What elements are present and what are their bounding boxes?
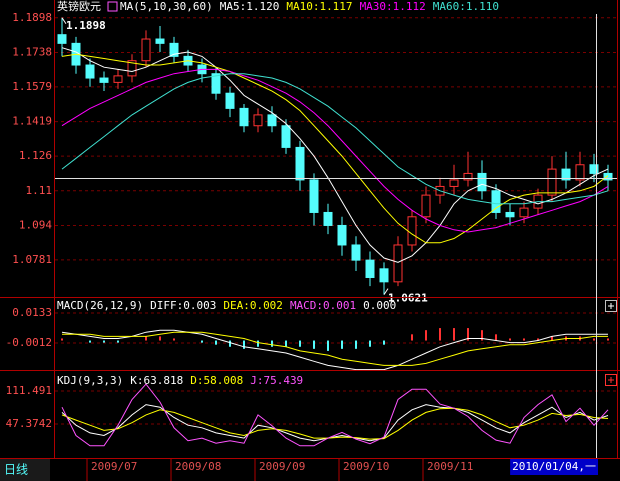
annotation-arrow (61, 17, 67, 25)
candle-body (379, 268, 389, 283)
candle-body (85, 64, 95, 79)
annotation: 1.0621 (388, 292, 428, 305)
candle-body (393, 244, 403, 283)
y-tick-label: 111.491 (6, 384, 52, 397)
candle-body (477, 172, 487, 192)
legend-entry: MA30:1.112 (360, 0, 426, 13)
candle-body (127, 60, 137, 77)
y-tick-label: 1.1579 (12, 80, 52, 93)
candle-body (561, 168, 571, 181)
candle-body (225, 92, 235, 109)
indicator-line (61, 53, 609, 244)
legend-entry: MACD(26,12,9) (57, 299, 143, 312)
period-tab-bg[interactable] (0, 459, 50, 481)
candle-body (281, 125, 291, 148)
candle-body (407, 216, 417, 246)
candle-body (575, 164, 585, 181)
legend-entry: MA5:1.120 (220, 0, 280, 13)
y-tick-label: 1.1419 (12, 115, 52, 128)
candle-body (589, 164, 599, 174)
legend-entry: 英镑欧元 (57, 0, 101, 13)
legend-entry: DIFF:0.003 (150, 299, 216, 312)
y-tick-label: 1.094 (19, 218, 52, 231)
y-tick-label: 1.1898 (12, 11, 52, 24)
y-tick-label: -0.0012 (6, 336, 52, 349)
plot-layer: 1.1898 1.1738 1.1579 1.1419 1.126 1.11 1.094 1.… (6, 0, 617, 481)
indicator-line (61, 329, 608, 371)
legend-entry: MA60:1.110 (433, 0, 499, 13)
annotation: 1.1898 (66, 19, 106, 32)
period-tab[interactable]: 日线 (4, 463, 28, 477)
legend-entry: D:58.008 (190, 374, 243, 387)
legend-entry: MA10:1.117 (286, 0, 352, 13)
x-tick-label: 2009/07 (91, 460, 137, 473)
y-tick-label: 47.3742 (6, 417, 52, 430)
indicator-line (62, 331, 608, 366)
y-tick-label: 1.126 (19, 149, 52, 162)
legend-entry: J:75.439 (250, 374, 303, 387)
legend-entry: MACD:0.001 (290, 299, 356, 312)
x-tick-label: 2009/08 (175, 460, 221, 473)
cursor-date-bg (510, 459, 598, 475)
candle-body (99, 77, 109, 83)
indicator-line (61, 407, 609, 440)
legend-entry: K:63.818 (130, 374, 183, 387)
y-tick-label: 1.1738 (12, 45, 52, 58)
candle-body (141, 38, 151, 62)
candle-body (267, 114, 277, 127)
y-tick-label: 1.0781 (12, 253, 52, 266)
candle-body (239, 107, 249, 127)
expand-button[interactable] (605, 300, 617, 312)
candle-body (155, 38, 165, 44)
candle-body (211, 73, 221, 94)
legend-icon (107, 1, 118, 12)
indicator-line (61, 383, 609, 447)
candle-body (295, 146, 305, 181)
candle-body (505, 211, 515, 218)
candle-body (253, 114, 263, 127)
candle-body (57, 34, 67, 44)
indicator-line (61, 404, 609, 442)
x-tick-label: 2009/10 (343, 460, 389, 473)
candle-body (519, 207, 529, 218)
candle-body (491, 190, 501, 213)
candle-body (309, 179, 319, 213)
candle-body (169, 42, 179, 57)
indicator-line (61, 68, 609, 233)
candle-body (449, 179, 459, 187)
expand-button[interactable] (605, 374, 617, 386)
y-tick-label: 1.11 (26, 184, 53, 197)
x-tick-label: 2009/09 (259, 460, 305, 473)
indicator-line (61, 73, 609, 205)
y-tick-label: 0.0133 (12, 306, 52, 319)
candle-body (421, 194, 431, 218)
candle-body (603, 172, 613, 181)
candle-body (463, 172, 473, 181)
candle-body (365, 259, 375, 278)
legend-entry: MA(5,10,30,60) (120, 0, 213, 13)
legend-entry: 0.000 (363, 299, 396, 312)
cursor-date-label: 2010/01/04,一 (512, 460, 596, 473)
candle-body (547, 168, 557, 196)
candle-body (337, 224, 347, 246)
annotation-arrow (383, 288, 389, 295)
candle-body (323, 211, 333, 226)
candle-body (113, 75, 123, 83)
legend-entry: KDJ(9,3,3) (57, 374, 123, 387)
candle-body (351, 244, 361, 261)
x-tick-label: 2009/11 (427, 460, 473, 473)
legend-entry: DEA:0.002 (223, 299, 283, 312)
